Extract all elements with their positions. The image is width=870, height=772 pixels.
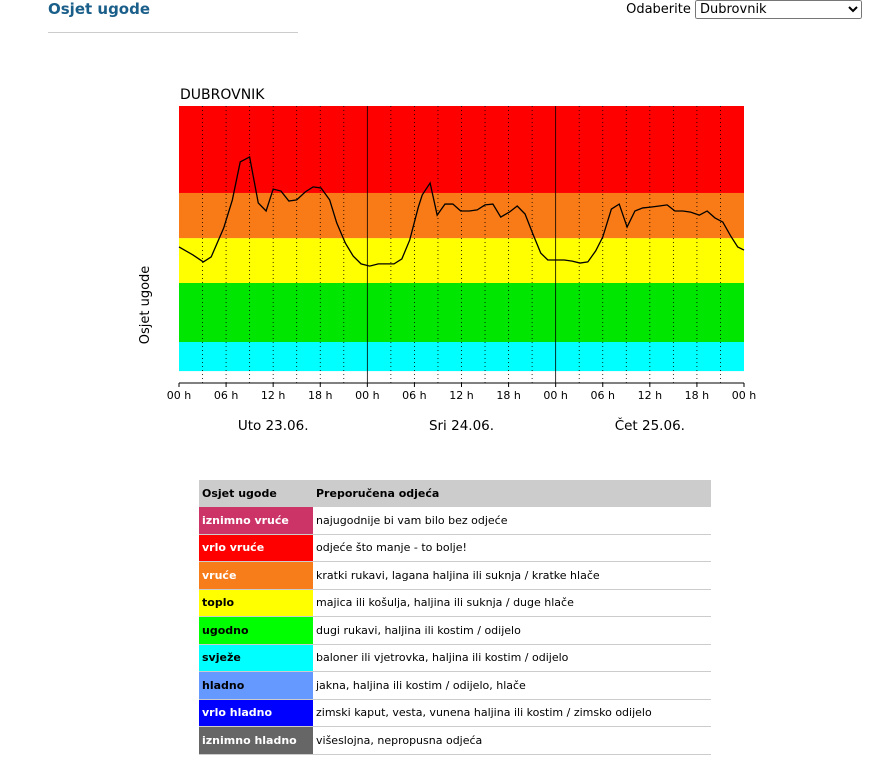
chart-title: DUBROVNIK (180, 87, 265, 103)
comfort-level: hladno (199, 671, 313, 700)
table-row: vrlo hladno zimski kaput, vesta, vunena h… (199, 699, 711, 727)
x-tick-label: 12 h (449, 389, 473, 402)
legend-table: Osjet ugode Preporučena odjeća iznimno vru… (199, 480, 711, 755)
x-tick-label: 00 h (355, 389, 379, 402)
city-select[interactable]: Dubrovnik (695, 0, 862, 19)
y-axis-label: Osjet ugode (138, 266, 153, 345)
clothing-advice: baloner ili vjetrovka, haljina ili kosti… (313, 644, 711, 672)
day-label: Sri 24.06. (429, 418, 494, 434)
table-row: vruće kratki rukavi, lagana haljina ili s… (199, 561, 711, 590)
comfort-level: vruće (199, 561, 313, 590)
col-header: Osjet ugode (199, 480, 313, 507)
clothing-advice: dugi rukavi, haljina ili kostim / odijel… (313, 616, 711, 645)
col-header: Preporučena odjeća (313, 480, 711, 507)
comfort-band (179, 238, 744, 284)
day-label: Čet 25.06. (615, 416, 685, 434)
comfort-level: svježe (199, 644, 313, 672)
clothing-advice: odjeće što manje - to bolje! (313, 534, 711, 562)
comfort-level: iznimno vruće (199, 507, 313, 535)
day-label: Uto 23.06. (238, 418, 309, 434)
comfort-level: vrlo vruće (199, 534, 313, 562)
x-tick-label: 06 h (591, 389, 615, 402)
x-tick-label: 12 h (638, 389, 662, 402)
table-row: svježe baloner ili vjetrovka, haljina ili… (199, 644, 711, 672)
x-tick-label: 18 h (308, 389, 332, 402)
comfort-level: iznimno hladno (199, 726, 313, 755)
table-row: ugodno dugi rukavi, haljina ili kostim / … (199, 616, 711, 645)
table-row: hladno jakna, haljina ili kostim / odijel… (199, 671, 711, 700)
comfort-band (179, 192, 744, 239)
table-row: toplo majica ili košulja, haljina ili suk… (199, 589, 711, 617)
clothing-advice: majica ili košulja, haljina ili suknja /… (313, 589, 711, 617)
clothing-advice: najugodnije bi vam bilo bez odjeće (313, 507, 711, 535)
x-tick-label: 00 h (167, 389, 191, 402)
comfort-level: ugodno (199, 616, 313, 645)
table-row: iznimno hladno višeslojna, nepropusna odj… (199, 726, 711, 755)
chart: DUBROVNIK Osjet ugode 00 h 06 h 12 h 18 h 00… (138, 87, 756, 434)
clothing-advice: kratki rukavi, lagana haljina ili suknja… (313, 561, 711, 590)
clothing-advice: jakna, haljina ili kostim / odijelo, hla… (313, 671, 711, 700)
comfort-level: toplo (199, 589, 313, 617)
table-row: iznimno vruće najugodnije bi vam bilo bez… (199, 507, 711, 535)
x-tick-label: 18 h (685, 389, 709, 402)
city-select-box: Odaberite Dubrovnik (626, 0, 862, 19)
x-tick-label: 06 h (402, 389, 426, 402)
comfort-band (179, 283, 744, 343)
select-label: Odaberite (626, 2, 691, 17)
comfort-level: vrlo hladno (199, 699, 313, 727)
table-row: vrlo vruće odjeće što manje - to bolje! (199, 534, 711, 562)
x-tick-label: 18 h (496, 389, 520, 402)
header-row: Osjet ugode Preporučena odjeća (199, 480, 711, 507)
page-title: Osjet ugode (48, 0, 151, 18)
x-tick-label: 06 h (214, 389, 238, 402)
x-tick-label: 12 h (261, 389, 285, 402)
x-tick-label: 00 h (732, 389, 756, 402)
comfort-line (178, 155, 745, 267)
divider (48, 32, 298, 33)
clothing-advice: zimski kaput, vesta, vunena haljina ili … (313, 699, 711, 727)
clothing-advice: višeslojna, nepropusna odjeća (313, 726, 711, 755)
x-tick-label: 00 h (543, 389, 567, 402)
comfort-band (179, 106, 744, 193)
